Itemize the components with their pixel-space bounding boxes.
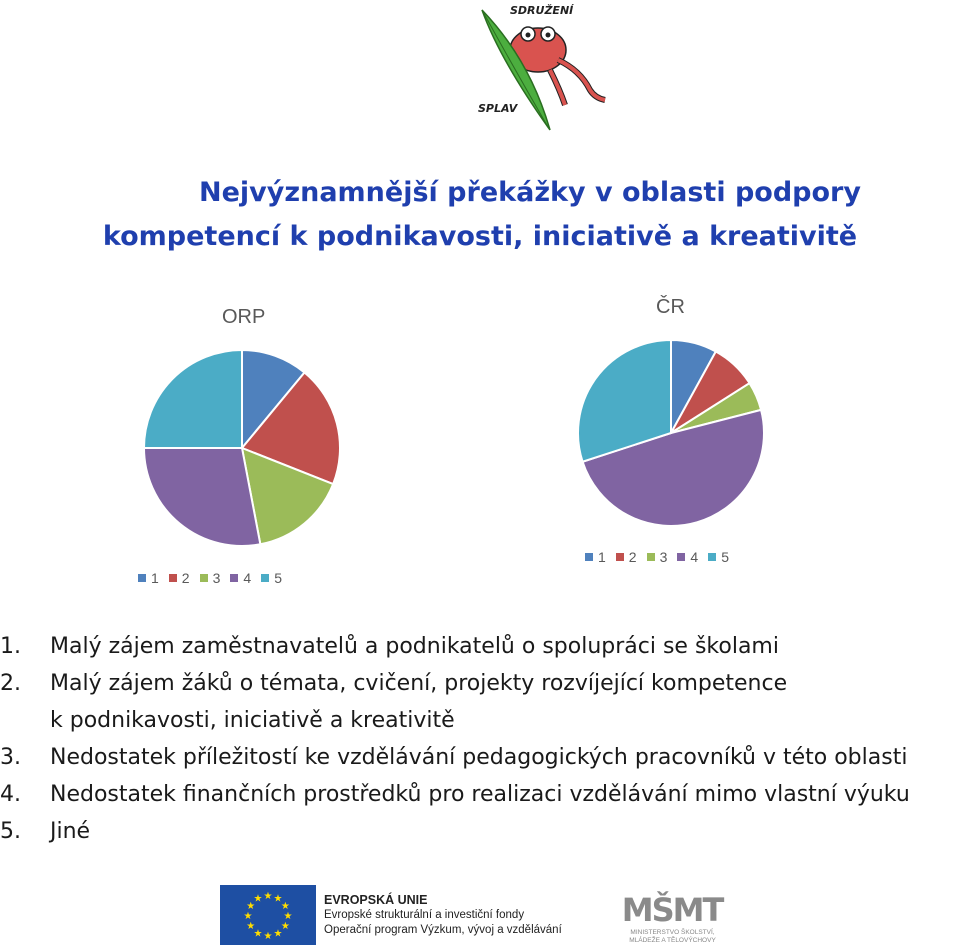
- legend-item-3: 3: [646, 549, 668, 565]
- legend-label: 4: [243, 570, 252, 586]
- chart-title-cr: ČR: [656, 296, 685, 318]
- legend-item-1: 1: [138, 570, 159, 586]
- list-item: 1. Malý zájem zaměstnavatelů a podnikatel…: [0, 634, 779, 659]
- eu-flag-icon: ★ ★ ★ ★ ★ ★ ★ ★ ★ ★ ★ ★: [220, 885, 316, 945]
- eu-star-icon: ★: [254, 928, 263, 939]
- pie-chart-cr: [577, 338, 765, 527]
- legend-swatch: [168, 574, 177, 582]
- list-item: 3. Nedostatek příležitostí ke vzdělávání …: [0, 745, 908, 770]
- legend-swatch: [138, 574, 146, 582]
- legend-orp: 1 2 3 4 5: [138, 570, 282, 586]
- legend-swatch: [708, 553, 717, 561]
- pie-slice-5: [142, 348, 243, 449]
- chart-title-orp: ORP: [222, 306, 266, 328]
- pie-slice-1: [241, 348, 306, 451]
- legend-label: 2: [628, 549, 637, 565]
- legend-label: 2: [181, 570, 190, 586]
- legend-item-1: 1: [585, 549, 606, 565]
- pie-slice-2: [240, 371, 341, 486]
- eu-star-icon: ★: [244, 911, 253, 922]
- list-item: 5. Jiné: [0, 819, 91, 844]
- legend-item-3: 3: [199, 570, 221, 586]
- eu-star-icon: ★: [254, 894, 263, 905]
- legend-swatch: [261, 574, 270, 582]
- eu-star-icon: ★: [274, 894, 283, 905]
- msmt-logo: MŠMT MINISTERSTVO ŠKOLSTVÍ, MLÁDEŽE A TĚ…: [605, 885, 740, 945]
- legend-swatch: [585, 553, 593, 561]
- svg-text:MŠMT: MŠMT: [622, 890, 725, 929]
- pie-chart-orp: [142, 348, 341, 547]
- legend-label: 5: [274, 570, 282, 586]
- legend-label: 1: [151, 570, 159, 586]
- eu-star-icon: ★: [281, 921, 290, 932]
- legend-swatch: [199, 574, 208, 582]
- list-item-continuation: k podnikavosti, iniciativě a kreativitě: [50, 708, 455, 733]
- legend-item-2: 2: [615, 549, 637, 565]
- legend-label: 3: [212, 570, 221, 586]
- eu-text: EVROPSKÁ UNIE Evropské strukturální a in…: [324, 893, 562, 936]
- page-title-line2: kompetencí k podnikavosti, iniciativě a …: [102, 221, 858, 252]
- legend-label: 3: [659, 549, 668, 565]
- legend-item-5: 5: [708, 549, 729, 565]
- list-item: 2. Malý zájem žáků o témata, cvičení, pro…: [0, 671, 788, 696]
- legend-swatch: [615, 553, 624, 561]
- list-item: 4. Nedostatek finančních prostředků pro r…: [0, 782, 910, 807]
- legend-item-4: 4: [230, 570, 251, 586]
- pie-slice-5: [577, 338, 672, 463]
- page-title-line1: Nejvýznamnější překážky v oblasti podpor…: [199, 177, 861, 208]
- svg-text:SDRUŽENÍ: SDRUŽENÍ: [510, 3, 574, 17]
- eu-star-icon: ★: [274, 928, 283, 939]
- splav-logo: SDRUŽENÍ SPLAV: [470, 0, 620, 135]
- pie-slice-4: [142, 447, 262, 547]
- legend-item-2: 2: [168, 570, 190, 586]
- legend-label: 1: [598, 549, 606, 565]
- legend-label: 5: [721, 549, 729, 565]
- svg-text:SPLAV: SPLAV: [478, 102, 519, 115]
- eu-star-icon: ★: [264, 931, 273, 942]
- legend-item-5: 5: [261, 570, 282, 586]
- legend-swatch: [677, 553, 686, 561]
- legend-item-4: 4: [677, 549, 698, 565]
- eu-star-icon: ★: [246, 901, 255, 912]
- pie-slice-3: [240, 446, 335, 546]
- eu-star-icon: ★: [246, 921, 255, 932]
- eu-star-icon: ★: [284, 911, 293, 922]
- eu-star-icon: ★: [264, 891, 273, 902]
- legend-swatch: [230, 574, 239, 582]
- footer-logos: ★ ★ ★ ★ ★ ★ ★ ★ ★ ★ ★ ★ EVROPSKÁ UNIE Evropské stru…: [220, 885, 740, 945]
- legend-cr: 1 2 3 4 5: [585, 549, 729, 565]
- eu-star-icon: ★: [281, 901, 290, 912]
- pie-slice-4: [581, 408, 765, 527]
- obstacles-list: 1. Malý zájem zaměstnavatelů a podnikatel…: [0, 628, 960, 850]
- legend-label: 4: [690, 549, 699, 565]
- legend-swatch: [646, 553, 655, 561]
